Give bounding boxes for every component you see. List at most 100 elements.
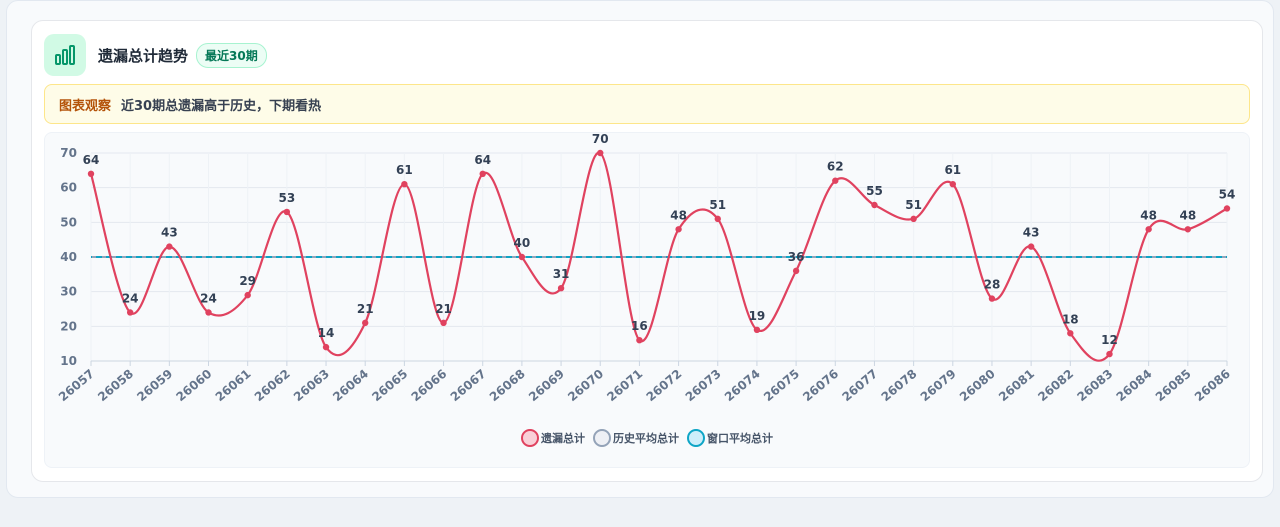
data-label: 62	[827, 160, 844, 174]
data-point	[1027, 243, 1035, 250]
x-tick-label: 26084	[1114, 367, 1155, 405]
data-label: 43	[161, 226, 178, 240]
data-label: 54	[1219, 187, 1236, 201]
x-tick-label: 26059	[134, 367, 175, 405]
x-tick-label: 26062	[252, 367, 293, 405]
data-point	[322, 343, 330, 351]
data-label: 19	[749, 309, 766, 323]
legend-item-window[interactable]: 窗口平均总计	[687, 429, 773, 447]
data-point	[636, 337, 643, 344]
x-tick-label: 26072	[644, 367, 685, 405]
card-title: 遗漏总计趋势	[98, 46, 189, 65]
x-tick-label: 26061	[213, 367, 254, 405]
x-tick-label: 26083	[1074, 367, 1115, 405]
data-point	[871, 201, 878, 209]
x-tick-label: 26076	[800, 367, 841, 405]
data-point	[244, 291, 251, 299]
line-chart: 1020304050607026057260582605926060260612…	[56, 133, 1236, 405]
data-label: 48	[1140, 208, 1157, 222]
data-label: 48	[1179, 208, 1196, 222]
card-header: 遗漏总计趋势 最近30期	[44, 34, 267, 76]
x-tick-label: 26065	[369, 367, 410, 405]
x-tick-label: 26063	[291, 367, 332, 405]
data-label: 21	[435, 302, 452, 316]
legend-item-history[interactable]: 历史平均总计	[593, 429, 679, 447]
data-point	[283, 208, 291, 216]
data-point	[1223, 205, 1231, 212]
x-tick-label: 26073	[683, 367, 724, 405]
x-tick-label: 26080	[957, 367, 998, 405]
data-label: 24	[200, 291, 217, 305]
data-point	[949, 181, 956, 188]
data-point	[675, 226, 682, 233]
y-tick-label: 30	[60, 285, 77, 299]
data-point	[792, 267, 800, 275]
x-tick-label: 26060	[173, 367, 214, 405]
legend-item-total[interactable]: 遗漏总计	[521, 429, 585, 447]
data-label: 29	[239, 274, 256, 288]
data-point	[753, 326, 761, 333]
data-label: 12	[1101, 333, 1118, 347]
data-point	[1145, 226, 1152, 233]
x-tick-label: 26069	[526, 367, 567, 405]
x-tick-label: 26074	[722, 367, 763, 405]
data-label: 55	[866, 184, 883, 198]
y-tick-label: 20	[60, 319, 77, 333]
insight-banner: 图表观察 近30期总遗漏高于历史，下期看热	[44, 84, 1250, 124]
x-tick-label: 26070	[565, 367, 606, 405]
data-label: 31	[553, 267, 570, 281]
data-point	[362, 319, 369, 327]
period-badge: 最近30期	[196, 42, 267, 68]
data-point	[87, 170, 95, 177]
y-tick-label: 10	[60, 354, 77, 368]
data-point	[1106, 350, 1113, 358]
data-point	[1067, 330, 1074, 337]
data-label: 28	[984, 278, 1001, 292]
data-label: 18	[1062, 312, 1079, 326]
data-label: 43	[1023, 226, 1040, 240]
data-label: 16	[631, 319, 648, 333]
data-label: 64	[83, 153, 100, 167]
x-tick-label: 26085	[1153, 367, 1194, 405]
chart-card: 遗漏总计趋势 最近30期 图表观察 近30期总遗漏高于历史，下期看热 10 20 3…	[31, 20, 1263, 482]
data-label: 70	[592, 133, 609, 146]
x-tick-label: 26067	[448, 367, 489, 405]
data-label: 64	[474, 153, 491, 167]
x-tick-label: 26086	[1192, 367, 1233, 405]
insight-text: 近30期总遗漏高于历史，下期看热	[121, 98, 322, 114]
data-point	[1184, 226, 1192, 233]
page-container: 遗漏总计趋势 最近30期 图表观察 近30期总遗漏高于历史，下期看热 10 20 3…	[6, 0, 1274, 498]
x-tick-label: 26058	[95, 367, 136, 405]
data-point	[401, 181, 408, 188]
x-tick-label: 26079	[918, 367, 959, 405]
x-tick-label: 26064	[330, 367, 371, 405]
data-point	[440, 319, 447, 327]
data-point	[205, 309, 212, 316]
data-label: 61	[944, 163, 961, 177]
data-point	[714, 215, 721, 223]
x-tick-label: 26075	[761, 367, 802, 405]
x-tick-label: 26066	[408, 367, 449, 405]
data-label: 40	[514, 236, 531, 250]
x-tick-label: 26068	[487, 367, 528, 405]
data-point	[479, 170, 486, 177]
data-label: 61	[396, 163, 413, 177]
data-label: 36	[788, 250, 805, 264]
legend-label-history: 历史平均总计	[613, 432, 679, 445]
insight-label: 图表观察	[59, 98, 112, 114]
x-tick-label: 26057	[56, 367, 97, 405]
data-point	[126, 309, 134, 316]
x-tick-label: 26077	[839, 367, 880, 405]
data-label: 53	[279, 191, 296, 205]
data-label: 48	[670, 208, 687, 222]
y-tick-label: 50	[60, 215, 77, 229]
data-label: 51	[709, 198, 726, 212]
chart-legend: 遗漏总计 历史平均总计 窗口平均总计	[45, 429, 1249, 447]
data-point	[557, 285, 565, 292]
data-point	[910, 215, 917, 223]
x-tick-label: 26081	[996, 367, 1037, 405]
data-label: 14	[318, 326, 335, 340]
data-label: 24	[122, 291, 139, 305]
data-point	[832, 177, 839, 184]
bar-chart-icon	[44, 34, 86, 76]
